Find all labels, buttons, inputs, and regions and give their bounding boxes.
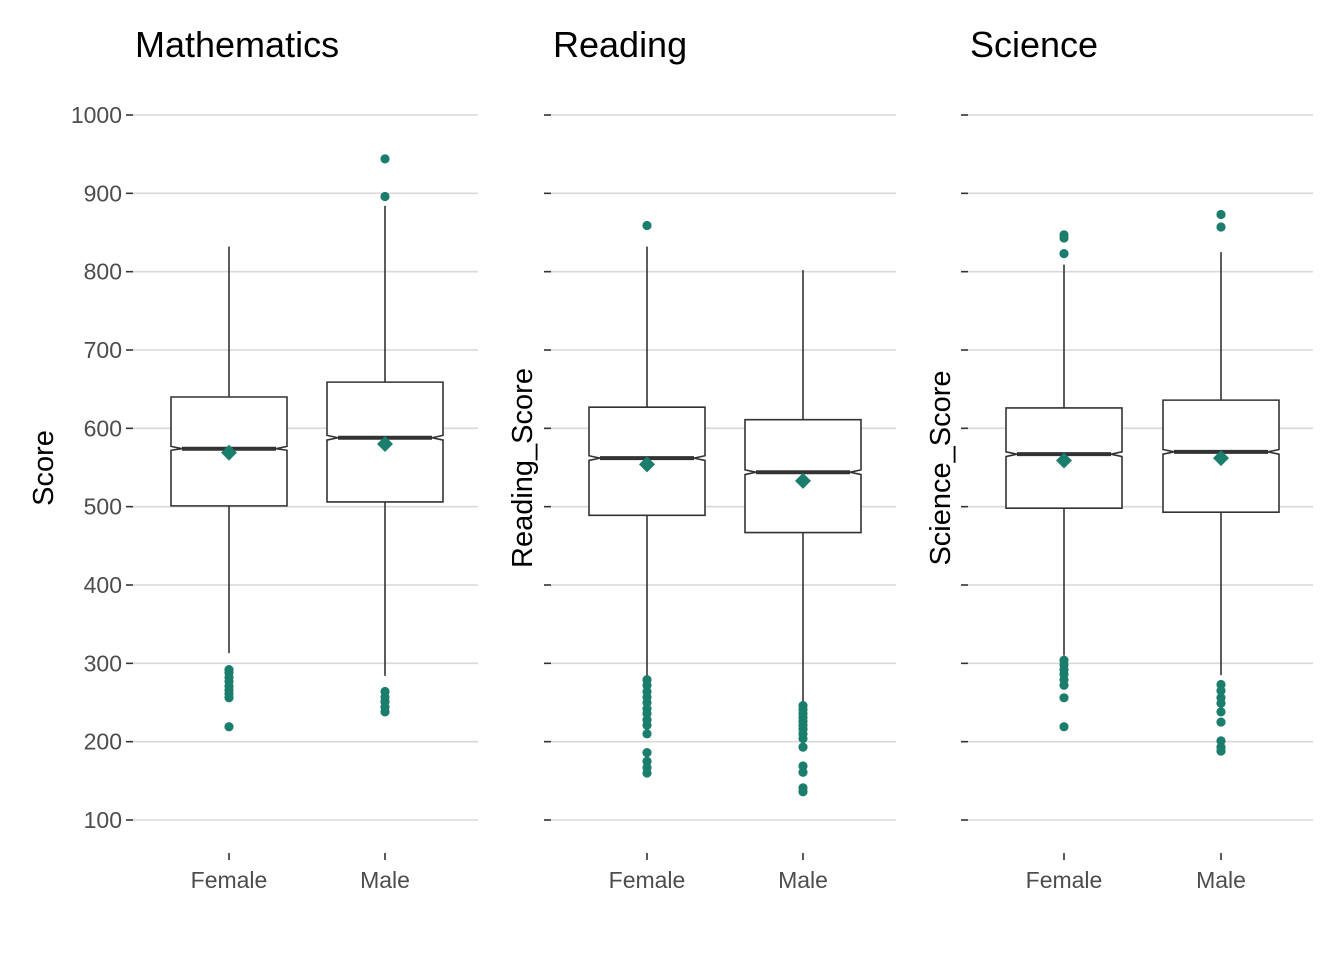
mean-marker [1056,452,1072,469]
outlier-point [798,742,808,752]
mean-marker [1213,450,1229,467]
box-male [744,270,862,797]
y-tick-label: 800 [84,259,122,285]
box-female [588,220,706,778]
outlier-point [642,768,652,778]
y-tick-label: 400 [84,572,122,598]
y-tick-label: 200 [84,729,122,755]
y-tick-label: 900 [84,180,122,206]
y-axis-label: Score [28,430,60,506]
outlier-point [1059,680,1069,690]
y-tick-label: 100 [84,807,122,833]
y-tick-label: 500 [84,494,122,520]
panel-reading: Female Male Reading Reading_Score [507,24,896,893]
outlier-point [380,707,390,717]
outlier-point [798,767,808,777]
outlier-point [1216,717,1226,727]
outlier-point [224,693,234,703]
box-female [1005,230,1123,732]
outlier-point [1216,209,1226,220]
box-male [1162,209,1280,756]
outlier-point [1059,230,1069,240]
outlier-point [798,733,808,744]
outlier-point [642,748,652,758]
outlier-point [798,787,808,797]
y-axis-label: Reading_Score [507,368,539,568]
outlier-point [1059,249,1069,259]
outlier-point [1059,693,1069,703]
outlier-point [1216,707,1226,717]
mean-marker [639,456,655,473]
x-tick-label: Male [778,867,828,893]
y-tick-label: 600 [84,415,122,441]
y-tick-label: 300 [84,650,122,676]
outlier-point [1216,222,1226,232]
outlier-point [1059,722,1069,732]
panel-science: Female Male Science Science_Score [925,24,1313,893]
x-tick-label: Male [360,867,410,893]
mean-marker [221,444,237,461]
x-tick-label: Female [191,867,268,893]
y-axis-label: Science_Score [925,370,957,565]
mean-marker [377,436,393,452]
box-female [170,246,288,732]
y-tick-label: 700 [84,337,122,363]
outlier-point [380,191,390,202]
outlier-point [642,729,652,739]
x-tick-label: Female [1026,867,1103,893]
panel-mathematics: 100 200 300 400 500 600 700 800 900 1000 Female Mal… [28,24,478,893]
mean-marker [795,472,811,489]
outlier-point [380,154,390,164]
outlier-point [1216,746,1226,756]
outlier-point [1216,698,1226,708]
x-tick-label: Male [1196,867,1246,893]
box-male [326,154,444,717]
panel-title: Reading [553,24,687,65]
outlier-point [642,720,652,730]
outlier-point [642,220,652,231]
y-tick-label: 1000 [71,102,122,128]
outlier-point [224,722,234,732]
x-tick-label: Female [609,867,686,893]
panel-title: Science [970,24,1098,65]
outlier-point [1216,686,1226,696]
panel-title: Mathematics [135,24,339,65]
